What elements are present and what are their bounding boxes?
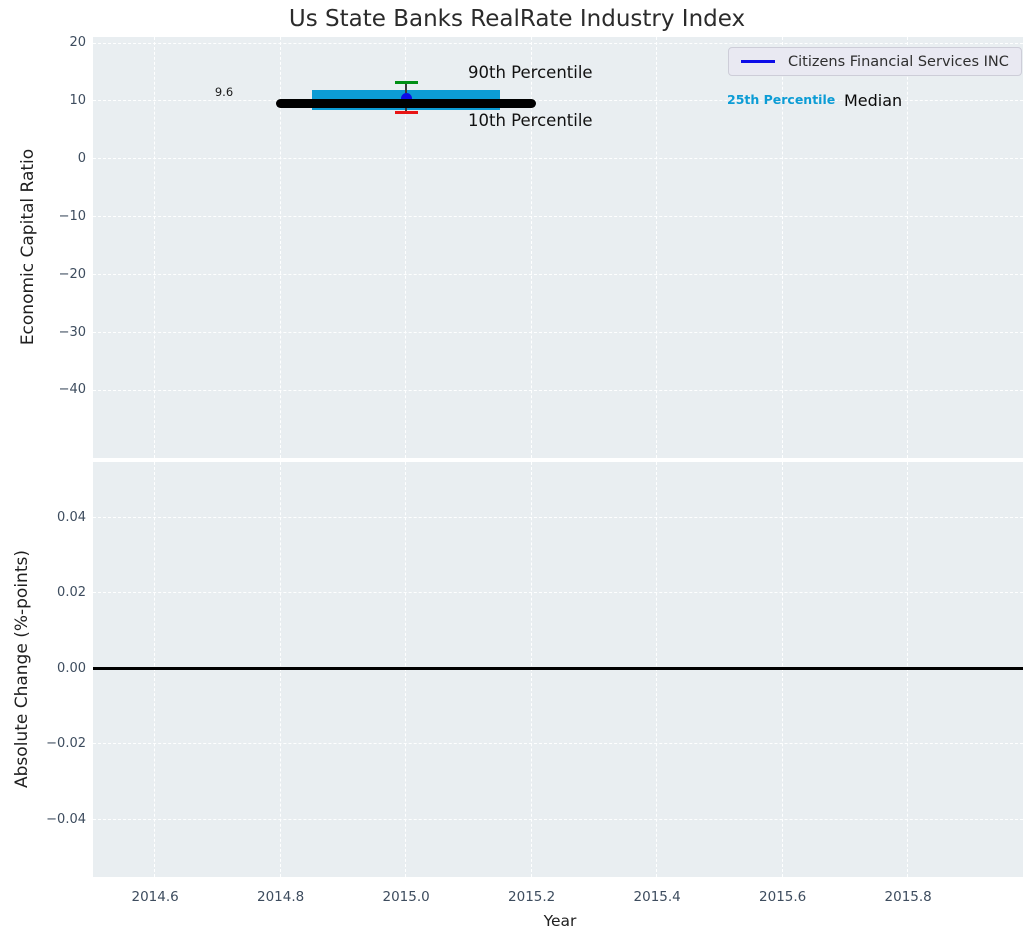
errorbar-cap-90th — [394, 81, 418, 85]
x-tick-label: 2015.2 — [508, 889, 556, 905]
gridline — [93, 818, 1023, 820]
gridline — [93, 42, 1023, 44]
bottom-plot-area — [93, 462, 1023, 877]
gridline — [405, 37, 407, 458]
y-tick-label: −0.04 — [46, 811, 86, 827]
zero-line — [93, 667, 1023, 670]
gridline — [781, 37, 783, 458]
x-tick-label: 2015.6 — [759, 889, 807, 905]
annotation-90th-percentile: 90th Percentile — [468, 63, 593, 82]
gridline — [279, 37, 281, 458]
median-line — [276, 99, 537, 108]
gridline — [93, 273, 1023, 275]
legend-label: Citizens Financial Services INC — [788, 53, 1009, 70]
x-tick-label: 2014.6 — [131, 889, 179, 905]
x-tick-label: 2014.8 — [257, 889, 305, 905]
legend: Citizens Financial Services INC — [728, 47, 1022, 76]
y-axis-label-economic-capital-ratio: Economic Capital Ratio — [18, 148, 38, 346]
gridline — [907, 37, 909, 458]
annotation-25th-percentile: 25th Percentile — [727, 92, 836, 107]
y-tick-label: −20 — [58, 266, 86, 282]
annotation-median: Median — [844, 91, 903, 110]
top-plot-area — [93, 37, 1023, 458]
y-tick-label: −10 — [58, 208, 86, 224]
gridline — [93, 100, 1023, 102]
gridline — [530, 37, 532, 458]
y-tick-label: 10 — [69, 93, 86, 109]
y-tick-label: 0 — [77, 151, 86, 167]
gridline — [154, 37, 156, 458]
y-tick-label: 20 — [69, 35, 86, 51]
company-data-point — [400, 93, 412, 105]
gridline — [93, 743, 1023, 745]
x-tick-label: 2015.8 — [884, 889, 932, 905]
gridline — [93, 158, 1023, 160]
y-tick-label: 0.00 — [57, 660, 86, 676]
figure-title: Us State Banks RealRate Industry Index — [288, 6, 746, 32]
y-tick-label: −0.02 — [46, 736, 86, 752]
y-tick-label: −30 — [58, 324, 86, 340]
gridline — [93, 216, 1023, 218]
x-axis-label-year: Year — [543, 912, 577, 930]
x-tick-label: 2015.0 — [382, 889, 430, 905]
gridline — [93, 331, 1023, 333]
annotation-10th-percentile: 10th Percentile — [468, 111, 593, 130]
gridline — [93, 592, 1023, 594]
legend-line-sample — [741, 60, 775, 63]
median-value-label: 9.6 — [214, 85, 234, 99]
y-tick-label: 0.04 — [57, 509, 86, 525]
x-tick-label: 2015.4 — [633, 889, 681, 905]
y-tick-label: 0.02 — [57, 585, 86, 601]
y-tick-label: −40 — [58, 382, 86, 398]
gridline — [656, 37, 658, 458]
errorbar-cap-10th — [394, 111, 418, 115]
gridline — [93, 389, 1023, 391]
gridline — [93, 516, 1023, 518]
